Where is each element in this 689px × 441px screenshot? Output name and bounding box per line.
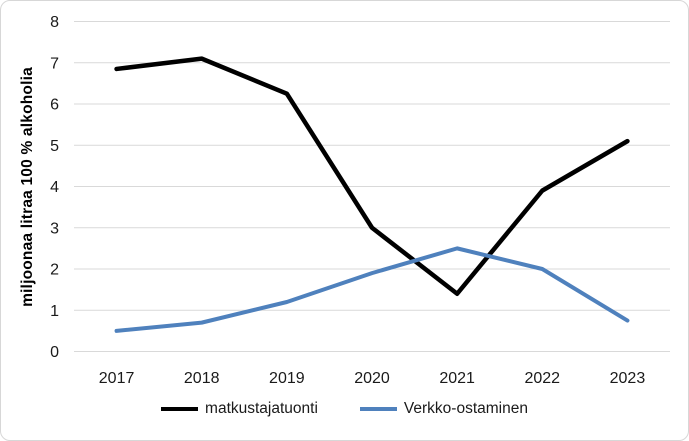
y-axis-title: miljoonaa litraa 100 % alkoholia	[19, 67, 36, 307]
y-tick-label: 0	[50, 344, 59, 361]
x-tick-label: 2018	[184, 370, 220, 387]
legend-line-swatch-black	[161, 406, 199, 412]
legend-label-verkko-ostaminen: Verkko-ostaminen	[403, 400, 528, 417]
legend-label-matkustajatuonti: matkustajatuonti	[205, 400, 318, 417]
series-lines	[114, 56, 630, 333]
x-tick-label: 2022	[524, 370, 560, 387]
x-tick-label: 2023	[610, 370, 646, 387]
x-tick-label: 2017	[99, 370, 135, 387]
y-tick-label: 5	[50, 138, 59, 155]
y-axis-tick-labels: 0 1 2 3 4 5 6 7 8	[50, 14, 59, 361]
y-tick-label: 8	[50, 14, 59, 31]
y-tick-label: 6	[50, 97, 59, 114]
x-axis-tick-labels: 2017 2018 2019 2020 2021 2022 2023	[99, 370, 646, 387]
x-tick-label: 2019	[269, 370, 305, 387]
series-line-matkustajatuonti	[114, 56, 630, 296]
y-tick-label: 7	[50, 55, 59, 72]
gridlines	[74, 21, 670, 352]
x-tick-label: 2021	[439, 370, 475, 387]
y-tick-label: 1	[50, 303, 59, 320]
series-line-verkko-ostaminen	[114, 246, 630, 333]
y-tick-label: 4	[50, 179, 59, 196]
legend-item-verkko-ostaminen: Verkko-ostaminen	[359, 400, 528, 418]
legend-line-swatch-blue	[359, 407, 397, 411]
y-tick-label: 2	[50, 262, 59, 279]
x-tick-label: 2020	[354, 370, 390, 387]
legend-item-matkustajatuonti: matkustajatuonti	[161, 400, 318, 418]
y-tick-label: 3	[50, 220, 59, 237]
legend: matkustajatuonti Verkko-ostaminen	[1, 400, 688, 418]
